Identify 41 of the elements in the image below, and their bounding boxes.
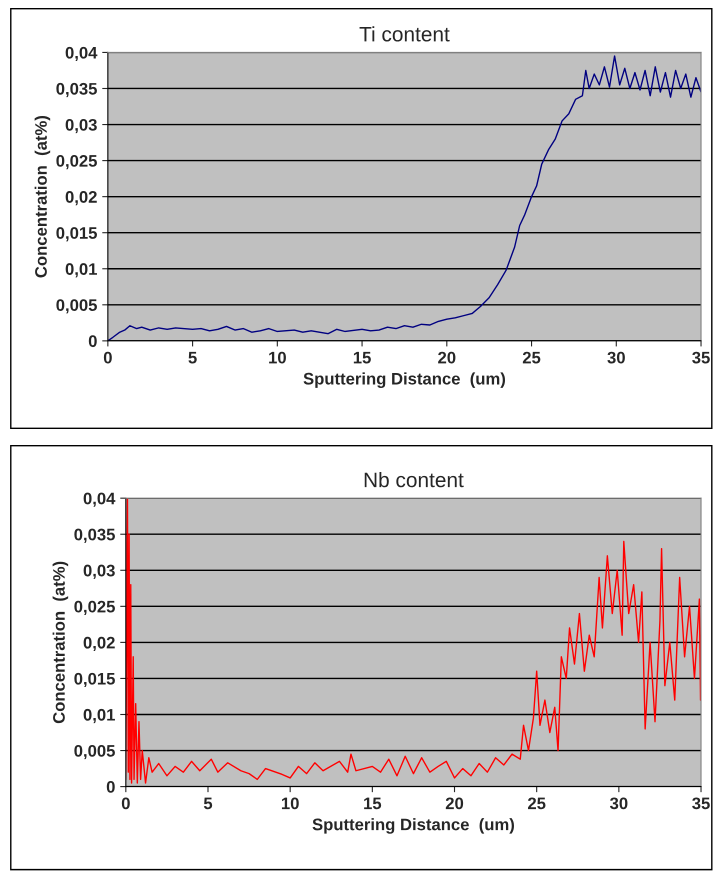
y-tick-label: 0,02 xyxy=(66,191,97,206)
x-axis-title: Sputtering Distance (um) xyxy=(312,818,514,834)
y-tick-label: 0 xyxy=(88,335,97,348)
y-tick-label: 0,035 xyxy=(56,82,97,98)
line-series xyxy=(108,55,702,341)
x-tick-label: 10 xyxy=(269,352,286,364)
x-tick-label: 5 xyxy=(204,798,212,810)
x-tick-label: 35 xyxy=(692,797,710,810)
x-tick-label: 15 xyxy=(354,352,371,364)
y-tick-label: 0,015 xyxy=(74,672,115,688)
x-tick-label: 20 xyxy=(438,352,456,364)
y-tick-label: 0,005 xyxy=(56,299,97,314)
x-tick-label: 5 xyxy=(188,352,197,364)
y-axis-title: Concentration (at%) xyxy=(52,562,68,724)
y-tick-label: 0,02 xyxy=(84,636,115,652)
y-tick-label: 0,01 xyxy=(66,263,97,278)
x-tick-label: 20 xyxy=(446,797,464,810)
x-axis-title: Sputtering Distance (um) xyxy=(304,372,506,388)
y-axis-title: Concentration (at%) xyxy=(34,116,50,278)
y-tick-label: 0,03 xyxy=(84,564,115,579)
x-tick-label: 25 xyxy=(528,797,546,810)
line-series xyxy=(126,498,702,784)
x-tick-label: 15 xyxy=(364,798,382,810)
y-tick-label: 0,025 xyxy=(74,600,115,615)
y-tick-label: 0,01 xyxy=(84,708,115,724)
y-tick-label: 0,025 xyxy=(56,155,97,170)
x-tick-label: 30 xyxy=(610,797,628,810)
x-tick-label: 0 xyxy=(122,797,130,810)
y-tick-label: 0,04 xyxy=(84,492,116,507)
y-tick-label: 0,035 xyxy=(74,528,115,543)
chart-title: Ti content xyxy=(360,26,450,42)
y-tick-label: 0,03 xyxy=(66,118,97,134)
x-tick-label: 25 xyxy=(522,352,540,364)
y-tick-label: 0,005 xyxy=(74,744,115,760)
y-tick-label: 0,015 xyxy=(56,227,97,242)
x-tick-label: 30 xyxy=(607,352,625,364)
x-tick-label: 35 xyxy=(692,352,710,364)
chart-title: Nb content xyxy=(364,472,464,488)
y-tick-label: 0,04 xyxy=(66,46,98,62)
y-tick-label: 0 xyxy=(106,781,115,793)
x-tick-label: 10 xyxy=(282,797,299,810)
